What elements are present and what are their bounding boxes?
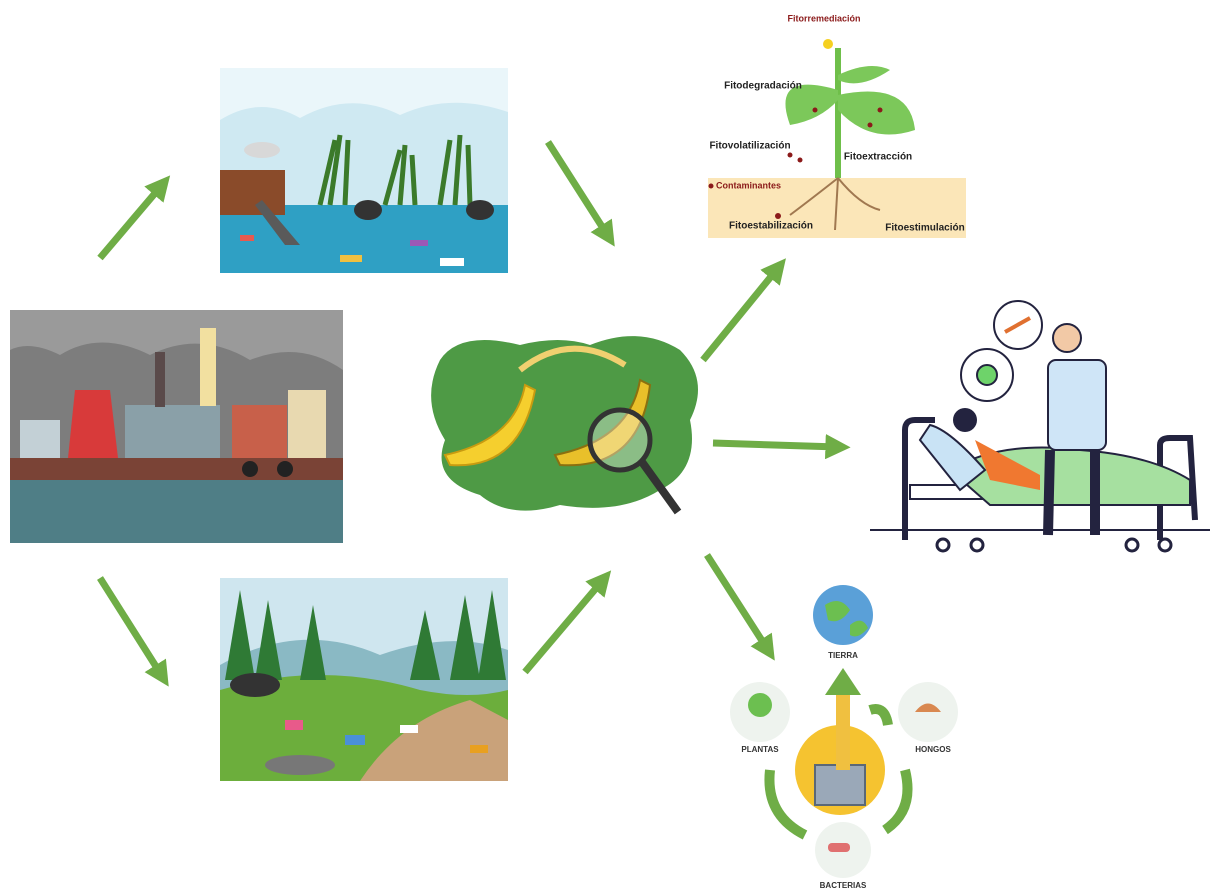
- phyto-title: Fitorremediación: [787, 13, 860, 23]
- banana-illustration: [431, 336, 698, 512]
- water-pollution-image: [220, 68, 508, 273]
- phyto-label: Fitoextracción: [844, 152, 912, 163]
- landfill-image: [220, 578, 508, 781]
- phytoremediation-panel: Fitorremediación Fitodegradación Fitovol…: [708, 13, 966, 238]
- arrow: [548, 142, 608, 236]
- patient-illustration: [870, 301, 1210, 551]
- phyto-label: Fitodegradación: [724, 81, 802, 92]
- arrow: [703, 268, 778, 360]
- factory-image: [10, 310, 343, 543]
- arrow: [713, 443, 838, 447]
- diagram: Fitorremediación Fitodegradación Fitovol…: [0, 0, 1213, 893]
- phyto-label: Contaminantes: [716, 180, 781, 190]
- cycle-label: PLANTAS: [741, 745, 779, 754]
- cycle-label: BACTERIAS: [820, 881, 867, 890]
- arrow: [707, 555, 768, 650]
- phyto-label: Fitoestimulación: [885, 223, 964, 234]
- cycle-label: TIERRA: [828, 651, 858, 660]
- phyto-label: Fitovolatilización: [709, 141, 790, 152]
- cycle-label: HONGOS: [915, 745, 951, 754]
- cycle-illustration: TIERRA PLANTAS HONGOS BACTERIAS: [730, 585, 958, 890]
- phyto-label: Fitoestabilización: [729, 221, 813, 232]
- arrow: [100, 578, 162, 676]
- arrow: [100, 185, 162, 258]
- arrow: [525, 580, 603, 672]
